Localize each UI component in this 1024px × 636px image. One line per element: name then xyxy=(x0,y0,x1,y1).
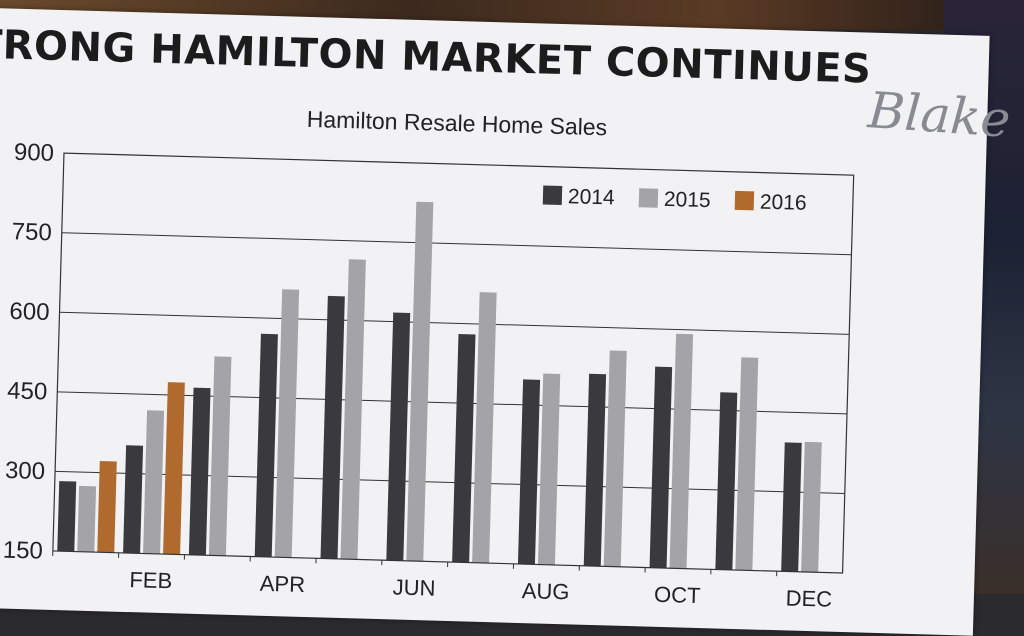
legend-swatch-2015 xyxy=(639,188,659,208)
x-tick-label: OCT xyxy=(654,582,701,608)
bar-2014-aug xyxy=(518,379,540,564)
bar-2015-jan xyxy=(77,486,96,552)
x-tick-label: DEC xyxy=(785,585,832,611)
handwritten-note: Blake xyxy=(866,81,1012,149)
bar-2014-may xyxy=(321,296,345,559)
legend-label-2014: 2014 xyxy=(568,185,616,209)
y-tick-label: 600 xyxy=(9,298,50,326)
newspaper-clipping: TRONG HAMILTON MARKET CONTINUES Hamilton… xyxy=(0,8,990,636)
bar-2014-oct xyxy=(650,367,673,569)
bar-2014-nov xyxy=(715,392,737,570)
bar-2014-jan xyxy=(57,481,76,551)
bar-2015-dec xyxy=(801,442,822,572)
legend-label-2015: 2015 xyxy=(664,188,711,212)
bar-2014-apr xyxy=(255,334,278,557)
legend: 2014 2015 2016 xyxy=(543,185,807,215)
bar-2015-sep xyxy=(604,350,627,566)
chart: Hamilton Resale Home Sales 150 300 450 600 7… xyxy=(0,8,990,636)
bar-2015-jul xyxy=(472,292,497,563)
bar-2015-apr xyxy=(275,289,299,557)
y-tick-label: 750 xyxy=(11,218,52,246)
bar-2016-feb xyxy=(163,382,185,554)
legend-swatch-2014 xyxy=(543,186,563,206)
x-tick-label: FEB xyxy=(129,567,172,593)
x-tick-label: AUG xyxy=(521,578,569,604)
bar-2015-feb xyxy=(143,410,164,554)
bar-2015-jun xyxy=(406,202,433,562)
y-tick-label: 900 xyxy=(14,139,55,167)
bar-2015-nov xyxy=(735,357,758,570)
bar-2015-oct xyxy=(670,334,694,569)
bar-2015-mar xyxy=(209,356,232,555)
y-tick-label: 450 xyxy=(7,377,48,405)
bar-2014-jun xyxy=(386,313,410,561)
chart-title: Hamilton Resale Home Sales xyxy=(306,106,607,140)
x-tick-label: APR xyxy=(259,571,305,597)
bar-2015-aug xyxy=(538,374,560,565)
bar-2014-sep xyxy=(584,374,606,567)
bar-2014-feb xyxy=(123,445,143,553)
bars xyxy=(57,192,828,572)
legend-swatch-2016 xyxy=(735,191,755,211)
gridline-750 xyxy=(62,233,852,255)
bar-2016-jan xyxy=(97,461,117,553)
gridline-600 xyxy=(60,312,850,334)
y-tick-label: 300 xyxy=(5,457,46,485)
bar-2014-mar xyxy=(189,388,211,556)
bar-2014-jul xyxy=(452,334,475,563)
legend-label-2016: 2016 xyxy=(760,191,807,215)
x-tick-label: JUN xyxy=(392,574,435,600)
y-tick-label: 150 xyxy=(2,537,43,565)
bar-2014-dec xyxy=(781,442,802,571)
